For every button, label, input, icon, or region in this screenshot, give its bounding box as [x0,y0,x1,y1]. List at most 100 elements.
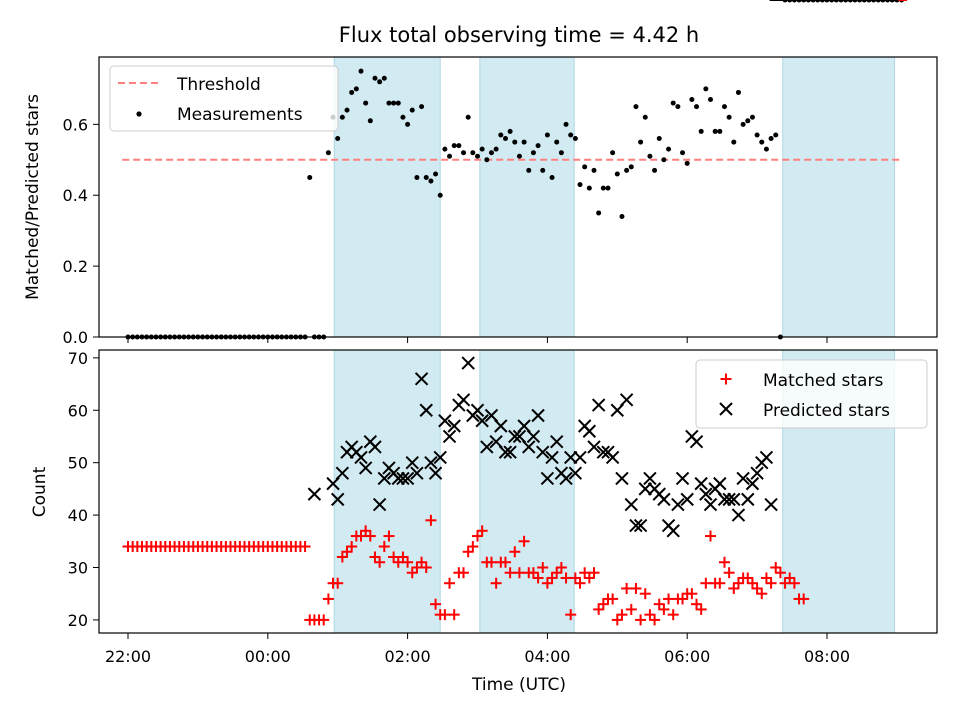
measurement-point [535,143,541,149]
measurement-point [335,136,341,142]
top-y-tick-label: 0.2 [63,257,88,276]
matched-star-point [346,541,358,553]
x-tick-label: 00:00 [245,647,291,666]
legend-measurements-label: Measurements [177,105,303,125]
top-y-tick-label: 0.4 [63,186,88,205]
predicted-star-point [657,492,671,507]
measurement-point [526,167,532,173]
matched-star-point [798,593,810,605]
bottom-y-axis: 20 30 40 50 60 70 [68,349,99,630]
measurement-point [731,139,737,145]
predicted-star-point [461,356,475,370]
matched-star-point [476,525,488,537]
predicted-star-point [671,497,685,512]
predicted-star-point [419,403,433,417]
predicted-star-point [307,487,322,501]
predicted-star-point [526,429,541,444]
measurement-point [628,164,634,170]
measurement-point [339,114,345,120]
predicted-star-point [470,403,485,417]
predicted-star-point [480,440,494,454]
measurement-point [642,114,648,120]
matched-star-point [555,561,567,573]
measurement-point [694,104,700,110]
measurement-point [386,100,392,106]
matched-star-point [504,567,516,579]
legend-measurements-swatch [136,111,142,117]
matched-star-point [332,577,344,589]
measurement-point [423,175,429,181]
measurement-point [377,79,383,85]
matched-star-point [621,582,633,594]
legend-matched-label: Matched stars [763,371,883,391]
measurement-point [614,171,620,177]
predicted-star-point [727,492,741,507]
predicted-star-point [494,419,508,433]
measurement-point [465,114,471,120]
matched-star-point [378,541,390,553]
top-y-tick-label: 0.6 [63,115,88,134]
shaded-interval [479,349,575,634]
measurement-point [596,210,602,216]
predicted-star-point [699,487,713,501]
matched-star-point [402,556,414,568]
measurement-point [433,171,439,177]
measurement-point [507,128,513,134]
predicted-star-point [619,393,634,407]
legend-matched-swatch [720,373,732,385]
measurement-point [363,100,369,106]
measurement-point [610,150,616,156]
bottom-y-tick-label: 50 [68,454,88,473]
measurement-point [721,104,727,110]
matched-star-point [509,546,521,558]
top-y-axis-label: Matched/Predicted stars [23,94,43,300]
measurement-point [558,150,564,156]
predicted-star-point [424,455,438,470]
measurement-point [712,128,718,134]
predicted-star-point [550,435,564,449]
matched-star-point [765,577,777,589]
measurement-point [367,118,373,124]
measurement-point [749,114,755,120]
legend-predicted-label: Predicted stars [763,401,890,421]
predicted-star-point [736,471,750,486]
top-y-tick-label: 0.0 [63,328,88,347]
matched-star-point [788,577,800,589]
matched-star-point [616,609,628,621]
measurement-point [624,167,630,173]
measurement-point [307,175,313,181]
measurement-point [502,136,508,142]
top-panel: 0.0 0.2 0.4 0.6 Matched/Predicted stars Thr… [23,0,938,347]
matched-star-point [625,603,637,615]
predicted-star-point [354,450,368,465]
matched-star-point [374,556,386,568]
predicted-star-point [643,471,657,486]
measurement-point [461,150,467,156]
predicted-star-point [605,450,620,465]
matched-star-point [430,598,442,610]
measurement-point [395,100,401,106]
predicted-star-point [731,508,746,522]
matched-star-point [299,541,311,553]
predicted-star-point [372,497,387,512]
predicted-star-point [741,492,755,507]
matched-star-point [756,588,768,600]
matched-star-point [663,593,675,605]
measurement-point [638,139,644,145]
measurement-point [563,121,569,127]
measurement-point [619,213,625,219]
predicted-star-point [531,408,545,423]
measurement-point [405,121,411,127]
predicted-star-point [573,450,587,465]
predicted-star-point [377,471,392,486]
predicted-star-point [536,445,550,459]
matched-star-point [560,572,572,584]
matched-star-point [364,530,376,542]
measurement-point [479,146,485,152]
bottom-legend: Matched stars Predicted stars [695,359,928,429]
measurement-point [754,132,760,138]
measurement-point [605,185,611,191]
legend-predicted-swatch [719,402,733,416]
predicted-star-point [358,461,373,475]
measurement-point [409,107,415,113]
